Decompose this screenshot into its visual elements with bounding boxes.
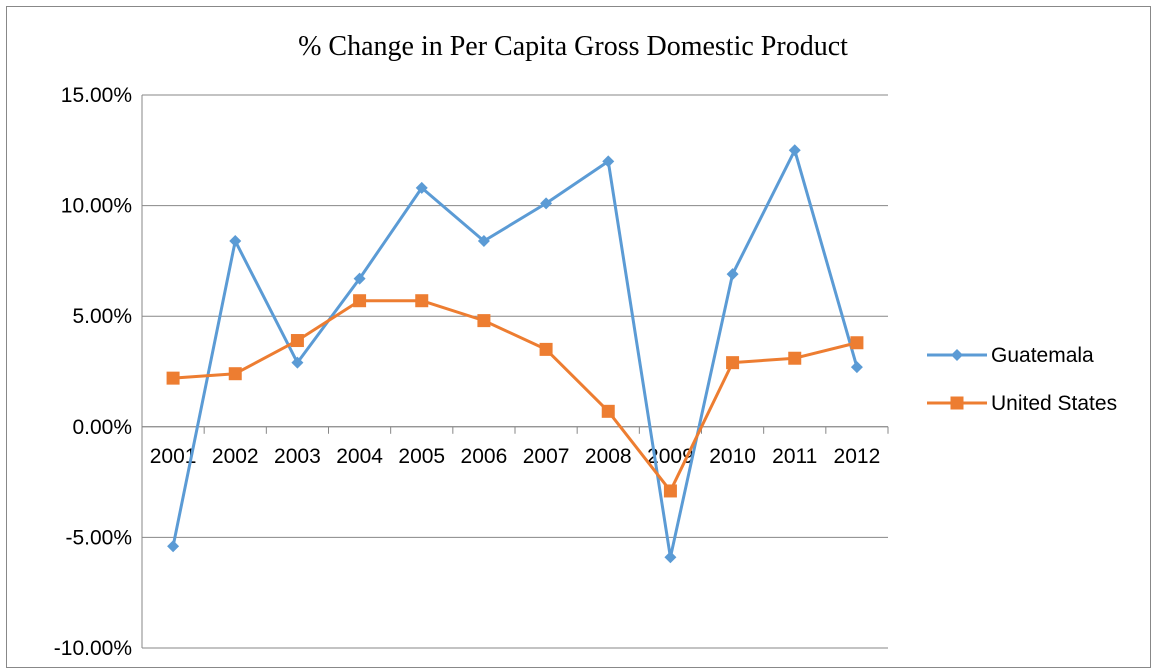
x-tick-label: 2003 <box>274 445 321 468</box>
axes: -10.00% -5.00% 0.00% 5.00% 10.00% 15.00% 2001 2… <box>54 84 889 660</box>
chart-container: % Change in Per Capita Gross Domestic Pr… <box>6 6 1151 668</box>
x-tick-label: 2001 <box>150 445 197 468</box>
legend-guatemala-marker <box>951 349 963 361</box>
united-states-point <box>290 334 304 348</box>
united-states-point <box>663 484 677 498</box>
united-states-point <box>477 314 491 328</box>
guatemala-point <box>850 361 863 374</box>
x-tick-label: 2006 <box>461 445 508 468</box>
legend-united-states-label: United States <box>991 392 1117 415</box>
guatemala-point <box>664 551 677 564</box>
guatemala-point <box>540 197 553 210</box>
united-states-point <box>415 294 429 308</box>
series-lines <box>166 144 864 564</box>
united-states-point <box>601 404 615 418</box>
x-tick-label: 2004 <box>336 445 383 468</box>
line-chart: % Change in Per Capita Gross Domestic Pr… <box>54 31 1117 660</box>
chart-title: % Change in Per Capita Gross Domestic Pr… <box>298 31 848 62</box>
x-tick-label: 2009 <box>647 445 694 468</box>
x-tick-label: 2011 <box>772 445 817 468</box>
x-tick-label: 2007 <box>523 445 570 468</box>
y-tick-label: 5.00% <box>72 305 132 328</box>
x-tick-label: 2002 <box>212 445 259 468</box>
x-tick-label: 2012 <box>834 445 881 468</box>
united-states-point <box>850 336 864 350</box>
x-tick-label: 2005 <box>398 445 445 468</box>
guatemala-line <box>171 148 859 559</box>
x-tick-label: 2010 <box>709 445 756 468</box>
united-states-line <box>172 299 858 493</box>
guatemala-point <box>726 268 739 281</box>
united-states-point <box>228 367 242 381</box>
guatemala-point <box>788 144 801 157</box>
y-tick-label: -10.00% <box>54 637 132 660</box>
y-tick-label: 10.00% <box>61 195 132 218</box>
guatemala-point <box>291 356 304 369</box>
y-tick-label: -5.00% <box>65 526 132 549</box>
guatemala-point <box>415 181 428 194</box>
x-tick-label: 2008 <box>585 445 632 468</box>
united-states-point <box>353 294 367 308</box>
united-states-point <box>726 356 740 370</box>
guatemala-point <box>477 234 490 247</box>
guatemala-point <box>229 234 242 247</box>
y-tick-label: 0.00% <box>72 416 132 439</box>
united-states-point <box>539 342 553 356</box>
guatemala-point <box>353 272 366 285</box>
gridlines <box>142 94 888 649</box>
y-tick-label: 15.00% <box>61 84 132 107</box>
united-states-point <box>166 371 180 385</box>
legend-united-states-marker <box>950 396 964 410</box>
guatemala-point <box>602 155 615 168</box>
legend: Guatemala United States <box>927 344 1117 415</box>
united-states-point <box>788 351 802 365</box>
guatemala-point <box>167 540 180 553</box>
legend-guatemala-label: Guatemala <box>991 344 1094 367</box>
